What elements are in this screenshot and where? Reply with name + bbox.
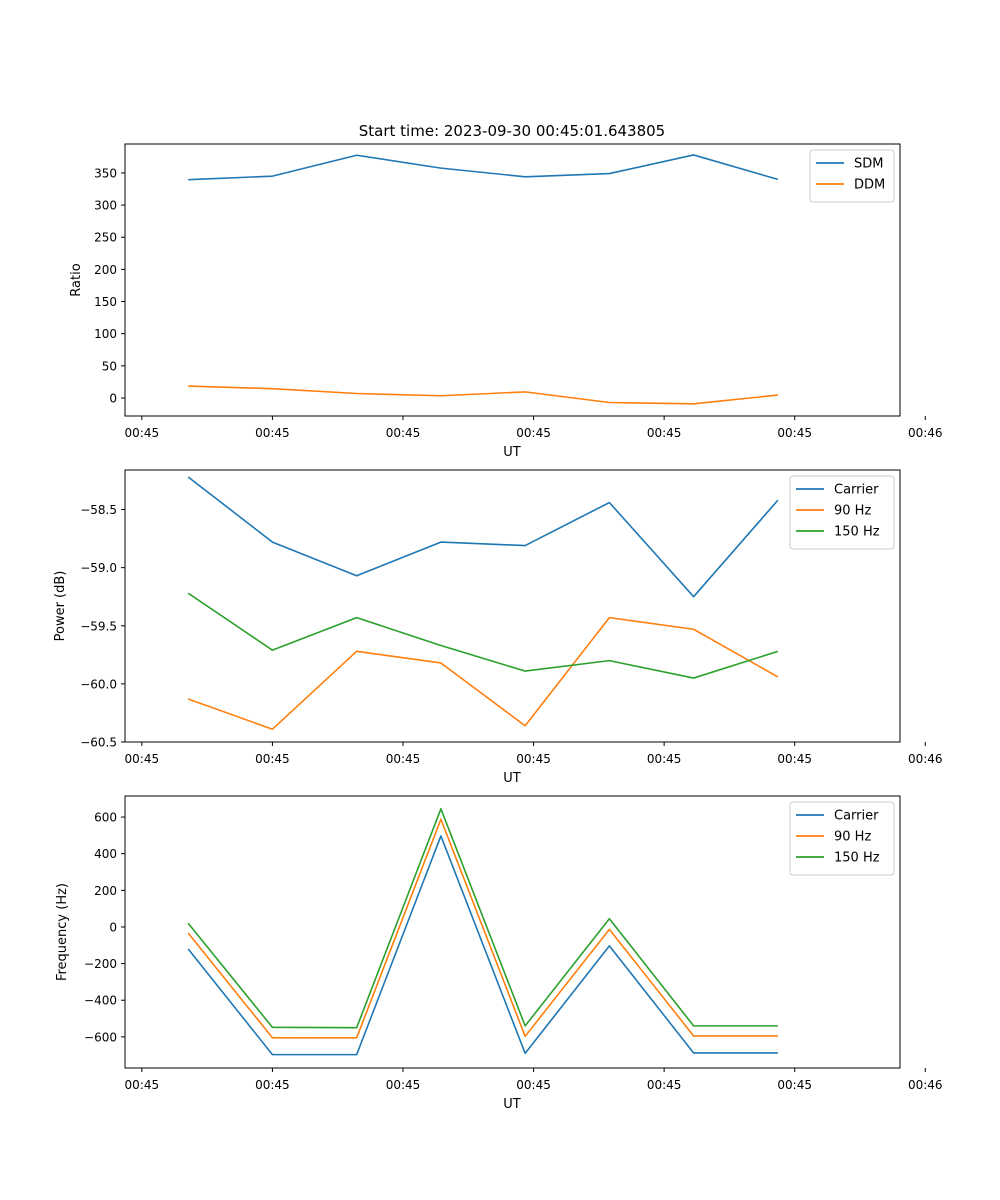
ratio-x-tick-label: 00:45: [777, 426, 812, 440]
power-ylabel: Power (dB): [53, 571, 68, 642]
power-y-tick-label: −60.5: [80, 736, 117, 750]
ratio-x-tick-label: 00:45: [647, 426, 682, 440]
frequency-x-tick-label: 00:46: [908, 1078, 943, 1092]
ratio-plot-area: [125, 144, 900, 416]
power-xlabel: UT: [503, 771, 521, 786]
frequency-series-line-carrier: [187, 835, 778, 1056]
frequency-x-tick-label: 00:45: [647, 1078, 682, 1092]
frequency-y-tick-label: −600: [84, 1030, 117, 1044]
ratio-ylabel: Ratio: [69, 263, 84, 296]
frequency-plot-area: [125, 796, 900, 1068]
ratio-y-tick-label: 350: [94, 166, 117, 180]
frequency-legend-label: 90 Hz: [834, 830, 871, 845]
frequency-x-tick-label: 00:45: [125, 1078, 160, 1092]
power-series-line-150-hz: [187, 592, 779, 679]
ratio-legend-label: DDM: [854, 178, 885, 193]
ratio-y-tick-label: 250: [94, 231, 117, 245]
ratio-y-tick-label: 200: [94, 263, 117, 277]
ratio-y-tick-label: 300: [94, 199, 117, 213]
ratio-xlabel: UT: [503, 445, 521, 460]
power-x-tick-label: 00:45: [516, 752, 551, 766]
power-plot-area: [125, 470, 900, 742]
power-x-tick-label: 00:45: [125, 752, 160, 766]
frequency-axes-frame: [124, 795, 901, 1069]
power-series-line-carrier: [187, 476, 779, 598]
ratio-x-tick-label: 00:45: [516, 426, 551, 440]
frequency-x-tick-label: 00:45: [516, 1078, 551, 1092]
frequency-legend-label: 150 Hz: [834, 851, 880, 866]
ratio-x-tick-label: 00:45: [386, 426, 421, 440]
power-x-tick-label: 00:45: [386, 752, 421, 766]
ratio-axes-frame: [124, 143, 901, 417]
ratio-panel: 0 50 100 150 200 250 300 350 00:45 00:45 00:45 00:4…: [69, 143, 943, 460]
ratio-legend-label: SDM: [854, 157, 883, 172]
frequency-y-tick-label: 200: [94, 884, 117, 898]
ratio-y-tick-label: 0: [109, 391, 117, 405]
power-legend-label: Carrier: [834, 483, 879, 498]
frequency-xlabel: UT: [503, 1097, 521, 1112]
ratio-y-tick-label: 50: [102, 359, 117, 373]
frequency-series-line-150-hz: [187, 808, 778, 1029]
power-y-tick-label: −59.0: [80, 561, 117, 575]
frequency-ylabel: Frequency (Hz): [55, 883, 70, 981]
ratio-series-line-ddm: [188, 385, 778, 405]
power-panel: −60.5 −60.0 −59.5 −59.0 −58.5 00:45 00:45 00:45…: [53, 469, 943, 786]
power-y-tick-label: −59.5: [80, 619, 117, 633]
frequency-y-tick-label: −400: [84, 994, 117, 1008]
power-x-tick-label: 00:45: [647, 752, 682, 766]
power-legend-label: 90 Hz: [834, 504, 871, 519]
ratio-x-tick-label: 00:45: [125, 426, 160, 440]
figure-title: Start time: 2023-09-30 00:45:01.643805: [359, 122, 665, 140]
frequency-y-tick-label: 600: [94, 811, 117, 825]
frequency-x-tick-label: 00:45: [255, 1078, 290, 1092]
frequency-panel: −600 −400 −200 0 200 400 600 00:45 00:45 00:45 00:…: [55, 795, 943, 1112]
power-x-tick-label: 00:45: [777, 752, 812, 766]
power-axes-frame: [124, 469, 901, 743]
ratio-series-line-sdm: [188, 154, 779, 181]
ratio-x-tick-label: 00:46: [908, 426, 943, 440]
ratio-y-tick-label: 150: [94, 295, 117, 309]
frequency-series-line-90-hz: [187, 818, 778, 1039]
power-x-tick-label: 00:45: [255, 752, 290, 766]
frequency-y-tick-label: 0: [109, 920, 117, 934]
power-x-tick-label: 00:46: [908, 752, 943, 766]
ratio-y-tick-label: 100: [94, 327, 117, 341]
frequency-x-tick-label: 00:45: [777, 1078, 812, 1092]
power-y-tick-label: −58.5: [80, 503, 117, 517]
power-series-line-90-hz: [187, 616, 779, 731]
frequency-y-tick-label: −200: [84, 957, 117, 971]
frequency-y-tick-label: 400: [94, 847, 117, 861]
frequency-legend-label: Carrier: [834, 809, 879, 824]
power-legend-label: 150 Hz: [834, 525, 880, 540]
ratio-x-tick-label: 00:45: [255, 426, 290, 440]
frequency-x-tick-label: 00:45: [386, 1078, 421, 1092]
power-y-tick-label: −60.0: [80, 677, 117, 691]
